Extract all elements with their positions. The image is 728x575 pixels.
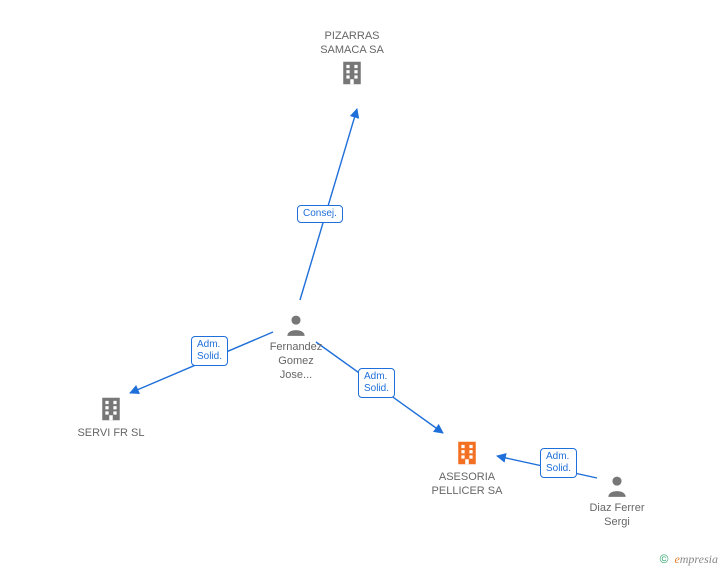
edge-label-e1: Consej. xyxy=(297,205,343,223)
node-label-line: PIZARRAS xyxy=(324,30,379,42)
edge-label-e4: Adm.Solid. xyxy=(540,448,577,478)
building-icon xyxy=(337,58,367,88)
edge-label-line: Solid. xyxy=(197,351,222,362)
node-label: PIZARRAS SAMACA SA xyxy=(302,30,402,58)
building-icon xyxy=(96,394,126,424)
node-label-line: SAMACA SA xyxy=(320,44,384,56)
node-asesoria[interactable]: ASESORIA PELLICER SA xyxy=(417,438,517,499)
node-diaz[interactable]: Diaz Ferrer Sergi xyxy=(567,473,667,530)
node-label: SERVI FR SL xyxy=(61,427,161,441)
edge-label-e2: Adm.Solid. xyxy=(191,336,228,366)
node-fernandez[interactable]: Fernandez Gomez Jose... xyxy=(246,312,346,382)
node-label-line: Sergi xyxy=(604,516,630,528)
node-label: Fernandez Gomez Jose... xyxy=(246,341,346,382)
edge-label-e3: Adm.Solid. xyxy=(358,368,395,398)
edge-label-line: Solid. xyxy=(364,383,389,394)
node-servifr[interactable]: SERVI FR SL xyxy=(61,394,161,441)
person-icon xyxy=(604,473,630,499)
person-icon xyxy=(283,312,309,338)
watermark: © empresia xyxy=(660,552,718,567)
node-label-line: SERVI FR SL xyxy=(77,427,144,439)
node-label-line: Jose... xyxy=(280,369,312,381)
node-label-line: Gomez xyxy=(278,355,313,367)
edge-label-line: Adm. xyxy=(546,451,569,462)
edge-label-line: Consej. xyxy=(303,208,337,219)
edge-label-line: Adm. xyxy=(364,371,387,382)
node-label-line: Fernandez xyxy=(270,341,323,353)
edge-label-line: Solid. xyxy=(546,463,571,474)
copyright-symbol: © xyxy=(660,552,669,566)
watermark-brand-rest: mpresia xyxy=(680,552,718,566)
node-label-line: ASESORIA xyxy=(439,471,495,483)
node-pizarras[interactable]: PIZARRAS SAMACA SA xyxy=(302,30,402,91)
node-label: ASESORIA PELLICER SA xyxy=(417,471,517,499)
node-label-line: PELLICER SA xyxy=(432,485,503,497)
edge-label-line: Adm. xyxy=(197,339,220,350)
node-label-line: Diaz Ferrer xyxy=(589,502,644,514)
building-icon xyxy=(452,438,482,468)
node-label: Diaz Ferrer Sergi xyxy=(567,502,667,530)
